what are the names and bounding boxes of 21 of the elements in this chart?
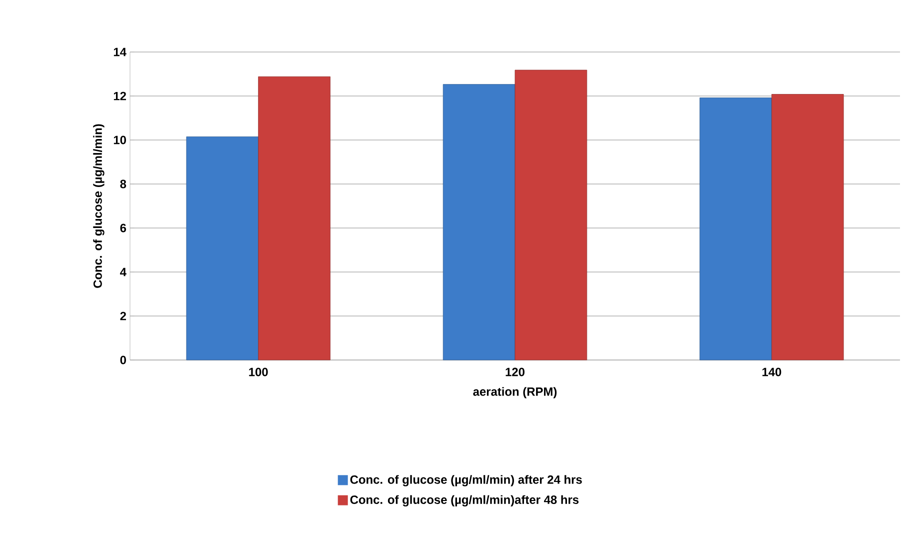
y-axis-title: Conc. of glucose (µg/ml/min) — [93, 124, 104, 288]
legend-label: Conc. of glucose (µg/ml/min)after 48 hrs — [350, 495, 579, 506]
y-tick-label: 14 — [114, 48, 126, 56]
y-tick-label: 10 — [114, 136, 126, 144]
legend-label: Conc. of glucose (µg/ml/min) after 24 hrs — [350, 475, 582, 486]
y-tick-label: 6 — [120, 224, 126, 232]
y-tick-label: 12 — [114, 92, 126, 100]
x-tick-label: 100 — [249, 368, 268, 376]
x-axis-title: aeration (RPM) — [473, 387, 557, 398]
y-tick-label: 0 — [120, 356, 126, 364]
x-tick-label: 140 — [762, 368, 782, 376]
bar — [771, 94, 844, 360]
bar — [442, 84, 516, 360]
y-tick-label: 2 — [120, 312, 126, 320]
bar — [514, 70, 588, 360]
y-tick-label: 4 — [120, 268, 126, 276]
bar — [700, 98, 772, 360]
x-tick-label: 120 — [506, 368, 524, 376]
bar — [258, 76, 330, 360]
bar — [186, 136, 259, 360]
y-tick-label: 8 — [120, 180, 126, 188]
